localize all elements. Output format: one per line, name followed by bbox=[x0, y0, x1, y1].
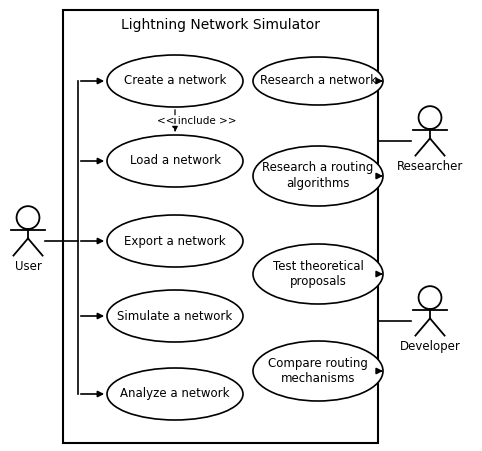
Text: Lightning Network Simulator: Lightning Network Simulator bbox=[121, 18, 320, 32]
Ellipse shape bbox=[107, 215, 243, 267]
Text: Analyze a network: Analyze a network bbox=[120, 387, 230, 400]
Text: Research a network: Research a network bbox=[259, 74, 376, 87]
Ellipse shape bbox=[107, 55, 243, 107]
Ellipse shape bbox=[253, 341, 383, 401]
Ellipse shape bbox=[253, 146, 383, 206]
Text: Simulate a network: Simulate a network bbox=[118, 309, 233, 322]
Text: << include >>: << include >> bbox=[157, 116, 237, 126]
Text: User: User bbox=[14, 260, 41, 272]
Circle shape bbox=[418, 286, 442, 309]
Ellipse shape bbox=[107, 290, 243, 342]
Circle shape bbox=[418, 106, 442, 129]
Text: Test theoretical
proposals: Test theoretical proposals bbox=[272, 259, 363, 289]
Text: Researcher: Researcher bbox=[397, 160, 463, 173]
Ellipse shape bbox=[253, 57, 383, 105]
Text: Create a network: Create a network bbox=[124, 74, 226, 87]
Ellipse shape bbox=[107, 135, 243, 187]
Text: Load a network: Load a network bbox=[130, 155, 220, 167]
Ellipse shape bbox=[107, 368, 243, 420]
Circle shape bbox=[16, 206, 40, 229]
Ellipse shape bbox=[253, 244, 383, 304]
Text: Export a network: Export a network bbox=[124, 235, 226, 248]
Text: Research a routing
algorithms: Research a routing algorithms bbox=[262, 161, 374, 190]
Text: Compare routing
mechanisms: Compare routing mechanisms bbox=[268, 356, 368, 386]
Text: Developer: Developer bbox=[400, 340, 460, 353]
Bar bbox=[63, 10, 378, 443]
